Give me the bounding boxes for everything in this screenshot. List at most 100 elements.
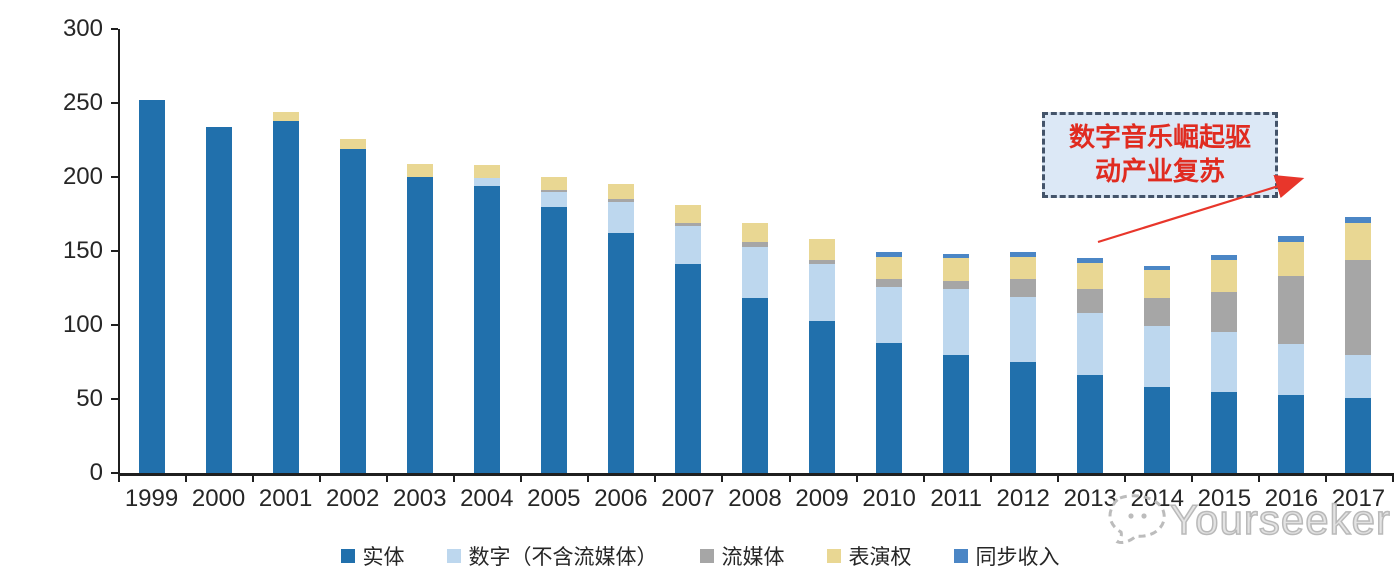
legend-label: 数字（不含流媒体） (468, 545, 658, 569)
x-axis-tick (788, 473, 791, 482)
legend-swatch-icon (826, 549, 841, 563)
bar-2009-实体 (809, 320, 836, 473)
x-axis-label: 2006 (594, 485, 648, 512)
bar-2013-实体 (1077, 375, 1104, 473)
bar-2012-流媒体 (1010, 279, 1037, 297)
bar-2017-同步收入 (1345, 216, 1372, 223)
x-axis-label: 2010 (862, 485, 916, 512)
bar-2014-实体 (1144, 387, 1171, 473)
bar-2000-实体 (205, 126, 232, 473)
chart-legend: 实体 数字（不含流媒体） 流媒体 表演权 同步收入 (65, 541, 1335, 571)
x-axis-tick (185, 473, 188, 482)
x-axis-label: 2009 (795, 485, 849, 512)
legend-swatch-icon (953, 549, 968, 563)
bar-2002-实体 (339, 148, 366, 473)
x-axis-label: 2015 (1197, 485, 1252, 512)
y-axis-tick (111, 28, 118, 30)
bar-2011-数字（不含流媒体） (943, 289, 970, 355)
x-axis-label: 2003 (393, 485, 447, 512)
bar-2012-实体 (1010, 362, 1037, 473)
bar-2012-同步收入 (1010, 252, 1037, 257)
x-axis-label: 2017 (1331, 485, 1386, 512)
x-axis-tick (654, 473, 657, 482)
x-axis-tick (319, 473, 322, 482)
bar-2009-数字（不含流媒体） (809, 264, 836, 321)
legend-item-流媒体: 流媒体 (699, 541, 785, 571)
y-axis-label: 200 (62, 163, 103, 190)
x-axis-tick (1324, 473, 1327, 482)
bar-2016-表演权 (1278, 242, 1305, 277)
x-axis-tick (587, 473, 590, 482)
legend-label: 流媒体 (721, 545, 785, 569)
x-axis-label: 2002 (325, 485, 380, 512)
bar-2009-流媒体 (809, 259, 836, 265)
legend-item-表演权: 表演权 (826, 541, 912, 571)
legend-label: 表演权 (848, 545, 912, 569)
bar-2017-数字（不含流媒体） (1345, 354, 1372, 398)
bar-2002-表演权 (339, 138, 366, 149)
x-axis-tick (252, 473, 255, 482)
x-axis-label: 2005 (527, 485, 581, 512)
watermark-text: Yourseeker (1169, 495, 1391, 544)
x-axis-tick (1123, 473, 1126, 482)
x-axis-tick (118, 473, 120, 482)
watermark: Yourseeker (1106, 494, 1391, 546)
bar-2013-数字（不含流媒体） (1077, 313, 1104, 376)
x-axis-label: 2001 (258, 485, 313, 512)
bar-2011-同步收入 (943, 253, 970, 259)
bar-2015-数字（不含流媒体） (1211, 332, 1238, 392)
bar-2001-实体 (272, 120, 299, 473)
y-axis-label: 50 (76, 385, 103, 412)
bar-2008-数字（不含流媒体） (742, 246, 768, 299)
bar-2009-表演权 (809, 239, 836, 260)
bar-2013-同步收入 (1077, 258, 1104, 263)
bar-2004-数字（不含流媒体） (473, 178, 500, 186)
x-axis-tick (520, 473, 523, 482)
bar-2011-表演权 (943, 258, 970, 281)
bar-2015-同步收入 (1211, 255, 1238, 260)
bar-2006-表演权 (607, 184, 634, 200)
annotation-text-line2: 动产业复苏 (1094, 157, 1225, 187)
y-axis-tick (111, 102, 118, 104)
bar-2003-实体 (406, 177, 433, 473)
bar-2016-流媒体 (1278, 276, 1305, 345)
bar-2012-数字（不含流媒体） (1010, 296, 1037, 362)
y-axis-label: 100 (62, 311, 103, 338)
y-axis-tick (111, 176, 118, 178)
bar-2005-流媒体 (540, 190, 567, 192)
legend-swatch-icon (699, 549, 714, 563)
legend-label: 实体 (362, 545, 405, 569)
annotation-arrow-icon (1097, 174, 1305, 244)
bar-2017-表演权 (1345, 222, 1372, 260)
y-axis-line (118, 29, 120, 476)
bar-2013-表演权 (1077, 262, 1104, 290)
y-axis-tick (111, 250, 118, 252)
bar-2010-表演权 (876, 256, 903, 280)
bar-2012-表演权 (1010, 256, 1037, 280)
legend-swatch-icon (340, 549, 355, 563)
x-axis-label: 2004 (460, 485, 514, 512)
x-axis-tick (1190, 473, 1193, 482)
x-axis-label: 2014 (1130, 485, 1184, 512)
legend-item-实体: 实体 (340, 541, 405, 571)
bar-2005-数字（不含流媒体） (540, 191, 567, 207)
x-axis-tick (989, 473, 992, 482)
bar-2006-流媒体 (607, 199, 634, 203)
bar-2007-表演权 (674, 205, 701, 223)
legend-item-同步收入: 同步收入 (953, 541, 1060, 571)
x-axis-tick (386, 473, 389, 482)
legend-label: 同步收入 (975, 545, 1060, 569)
x-axis-tick (721, 473, 724, 482)
bar-2008-流媒体 (742, 242, 768, 247)
x-axis-label: 2016 (1264, 485, 1319, 512)
y-axis-label: 0 (89, 459, 103, 486)
legend-swatch-icon (446, 549, 461, 563)
bar-2004-表演权 (473, 165, 500, 179)
bar-2014-表演权 (1144, 270, 1171, 299)
bar-2016-实体 (1278, 394, 1305, 473)
bar-2007-流媒体 (674, 222, 701, 226)
bar-2015-实体 (1211, 391, 1238, 473)
y-axis-label: 300 (62, 15, 103, 42)
x-axis-tick (1392, 473, 1394, 482)
